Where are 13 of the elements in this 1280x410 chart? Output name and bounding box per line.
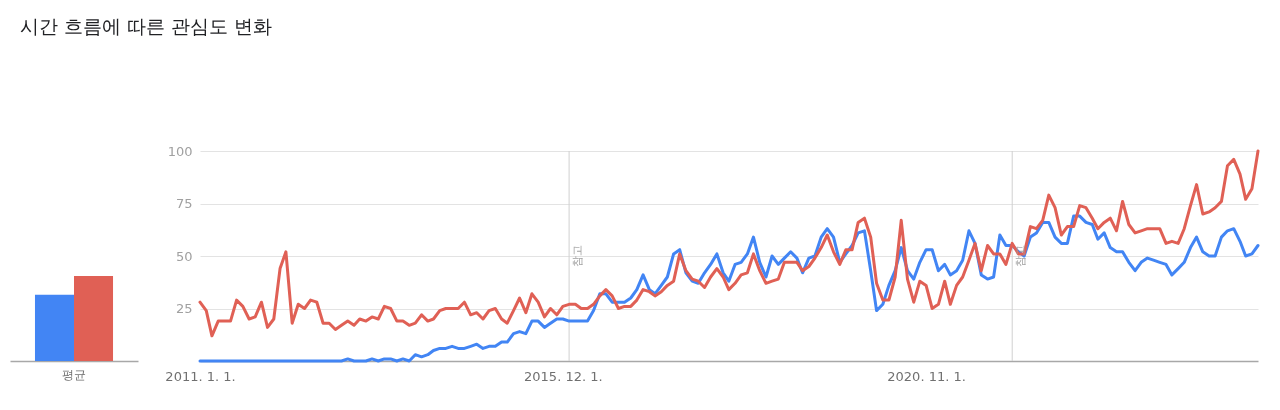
y-tick-label: 100: [167, 143, 193, 159]
ref-line-label: 참고: [1014, 245, 1028, 267]
line-series: [198, 214, 1260, 363]
x-tick-label: 2011. 1. 1.: [165, 368, 236, 384]
ref-line-label: 참고: [571, 245, 585, 267]
chart-title: 시간 흐름에 따른 관심도 변화: [20, 15, 273, 37]
line-series: [198, 149, 1260, 338]
x-tick-label: 평균: [62, 367, 86, 382]
y-tick-label: 50: [175, 248, 193, 264]
y-tick-label: 25: [175, 301, 193, 316]
y-tick-label: 75: [175, 196, 193, 211]
x-tick-label: 2020. 11. 1.: [887, 368, 966, 384]
x-tick-label: 2015. 12. 1.: [524, 368, 603, 384]
